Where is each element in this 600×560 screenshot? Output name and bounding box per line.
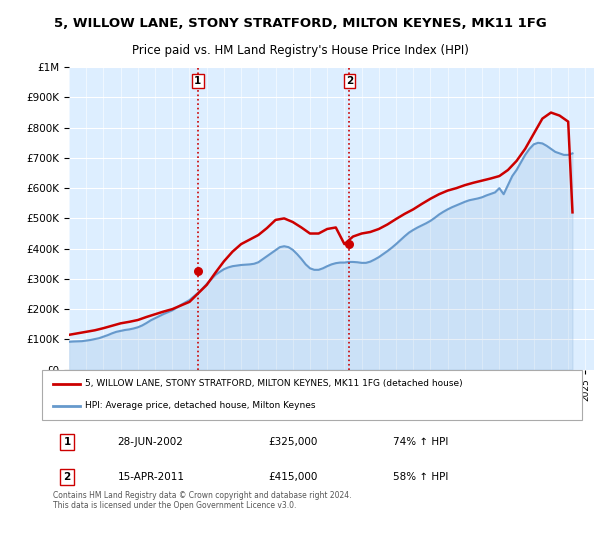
Text: 1: 1 [64, 437, 71, 447]
FancyBboxPatch shape [42, 370, 582, 420]
Text: 58% ↑ HPI: 58% ↑ HPI [393, 473, 448, 482]
Point [344, 240, 354, 249]
Text: 1: 1 [194, 76, 202, 86]
Point [193, 267, 203, 276]
Text: 2: 2 [64, 473, 71, 482]
Text: 74% ↑ HPI: 74% ↑ HPI [393, 437, 448, 447]
Text: 28-JUN-2002: 28-JUN-2002 [118, 437, 184, 447]
Text: £325,000: £325,000 [269, 437, 318, 447]
Text: 5, WILLOW LANE, STONY STRATFORD, MILTON KEYNES, MK11 1FG: 5, WILLOW LANE, STONY STRATFORD, MILTON … [53, 17, 547, 30]
Text: Price paid vs. HM Land Registry's House Price Index (HPI): Price paid vs. HM Land Registry's House … [131, 44, 469, 57]
Text: 5, WILLOW LANE, STONY STRATFORD, MILTON KEYNES, MK11 1FG (detached house): 5, WILLOW LANE, STONY STRATFORD, MILTON … [85, 379, 463, 388]
Text: HPI: Average price, detached house, Milton Keynes: HPI: Average price, detached house, Milt… [85, 402, 316, 410]
Text: £415,000: £415,000 [269, 473, 318, 482]
Text: 15-APR-2011: 15-APR-2011 [118, 473, 185, 482]
Text: 2: 2 [346, 76, 353, 86]
Text: Contains HM Land Registry data © Crown copyright and database right 2024.
This d: Contains HM Land Registry data © Crown c… [53, 491, 352, 511]
